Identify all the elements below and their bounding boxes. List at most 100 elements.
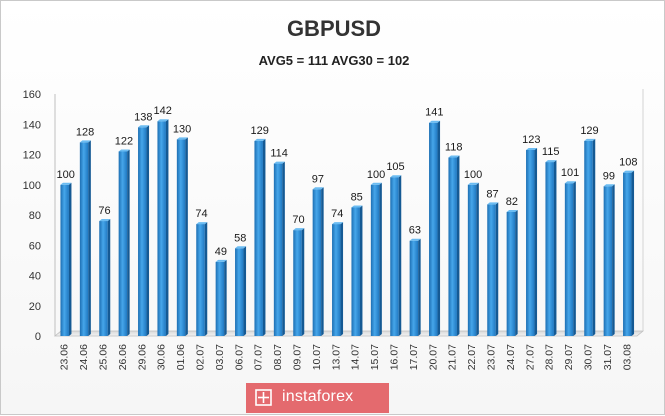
bar-top (506, 209, 518, 212)
x-tick-label: 02.07 (195, 344, 207, 370)
bar-side (553, 160, 557, 336)
x-tick-label: 26.06 (117, 344, 129, 370)
data-label: 70 (292, 214, 304, 226)
data-label: 100 (464, 169, 482, 181)
x-tick-label: 30.06 (156, 344, 168, 370)
data-label: 99 (603, 170, 615, 182)
bar (79, 142, 89, 336)
data-label: 58 (234, 232, 246, 244)
bar-side (204, 222, 208, 336)
bar-top (215, 259, 227, 262)
bar-side (398, 175, 402, 336)
x-tick-label: 13.07 (330, 344, 342, 370)
bar (99, 221, 108, 336)
x-tick-label: 06.07 (233, 344, 245, 370)
bar-top (487, 202, 499, 205)
x-tick-label: 25.06 (98, 344, 110, 370)
data-label: 129 (580, 125, 598, 137)
bar (487, 204, 496, 336)
data-label: 87 (486, 188, 498, 200)
x-tick-label: 14.07 (350, 344, 362, 370)
brand-name: instaforex (282, 388, 354, 405)
bar-side (224, 259, 227, 336)
x-tick-label: 30.07 (583, 344, 595, 370)
bar-side (592, 138, 596, 336)
x-tick-label: 27.07 (524, 344, 536, 370)
bar-top (312, 187, 324, 190)
data-label: 100 (367, 169, 385, 181)
bar-top (196, 222, 208, 225)
data-label: 97 (312, 173, 324, 185)
bar-top (273, 161, 285, 164)
bar (293, 230, 302, 336)
data-label: 115 (542, 146, 560, 158)
data-label: 49 (215, 246, 227, 258)
bar-side (379, 182, 382, 336)
bar-side (185, 137, 188, 336)
data-label: 123 (522, 134, 540, 146)
x-tick-label: 17.07 (408, 344, 420, 370)
bar-side (476, 182, 479, 336)
data-label: 108 (619, 157, 637, 169)
bar-side (534, 147, 538, 336)
bar (584, 140, 593, 336)
bar-top (370, 182, 382, 185)
bar-side (88, 140, 91, 336)
bar (254, 140, 263, 336)
x-tick-label: 07.07 (253, 344, 265, 370)
x-tick-label: 01.06 (175, 344, 187, 370)
bar-top (526, 147, 538, 150)
data-label: 128 (76, 126, 94, 138)
y-tick-label: 100 (23, 180, 41, 192)
bar-side (573, 181, 576, 336)
bar-top (157, 119, 169, 122)
bar-top (176, 137, 188, 140)
x-tick-label: 29.07 (563, 344, 575, 370)
bar-top (79, 140, 91, 143)
x-tick-label: 21.07 (447, 344, 459, 370)
bar (235, 248, 244, 336)
bar-side (418, 238, 421, 336)
data-label: 74 (331, 208, 343, 220)
x-tick-label: 31.07 (602, 344, 614, 370)
bar-top (332, 222, 344, 225)
x-tick-label: 10.07 (311, 344, 323, 370)
data-label: 82 (506, 196, 518, 208)
y-tick-label: 20 (29, 301, 41, 313)
bar (429, 122, 438, 336)
data-label: 76 (98, 205, 110, 217)
bar (409, 240, 419, 336)
x-tick-label: 03.08 (621, 344, 633, 370)
bar-side (262, 138, 266, 336)
bar-side (456, 155, 460, 336)
bar-side (107, 219, 111, 336)
instaforex-logo-icon (255, 389, 272, 406)
y-tick-label: 0 (35, 331, 41, 343)
bar-top (603, 184, 615, 187)
data-label: 63 (409, 225, 421, 237)
x-tick-label: 29.06 (136, 344, 148, 370)
y-tick-label: 140 (23, 119, 41, 131)
bar-top (138, 125, 150, 128)
bar-top (254, 138, 266, 141)
data-label: 74 (195, 208, 207, 220)
bar-top (564, 181, 576, 184)
bar-top (429, 120, 441, 123)
bar-side (612, 184, 615, 336)
bar (332, 224, 341, 336)
data-label: 138 (134, 111, 152, 123)
bar (351, 207, 360, 336)
data-label: 118 (445, 142, 463, 154)
y-tick-label: 60 (29, 240, 41, 252)
bar (545, 162, 554, 336)
bar (60, 184, 69, 336)
bar (390, 177, 399, 336)
bar-side (340, 222, 344, 336)
y-tick-label: 160 (23, 89, 41, 101)
x-tick-label: 20.07 (427, 344, 439, 370)
data-label: 105 (386, 161, 404, 173)
x-axis-ticks: 23.06 24.06 25.06 26.06 29.06 30.06 01.06 02.07… (59, 344, 634, 370)
y-tick-label: 40 (29, 271, 41, 283)
